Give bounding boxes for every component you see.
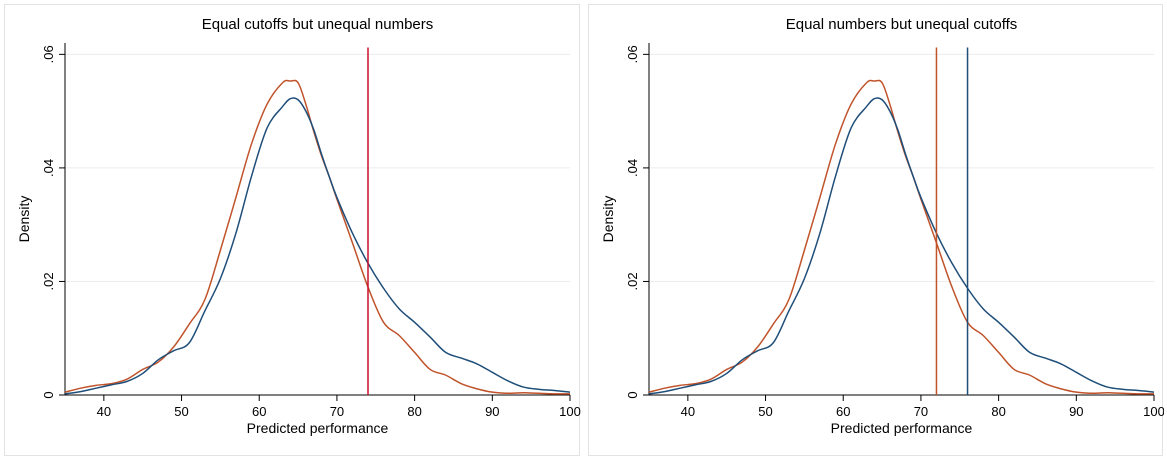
x-tick-label: 40 [97, 404, 111, 419]
density-chart-equal-cutoffs: Equal cutoffs but unequal numbers 0 .02 .04… [16, 16, 581, 436]
x-tick-label: 100 [559, 404, 581, 419]
y-tick-label: .02 [625, 272, 640, 290]
chart-title: Equal cutoffs but unequal numbers [202, 16, 434, 33]
x-tick-label: 80 [991, 404, 1005, 419]
x-tick-label: 50 [174, 404, 188, 419]
chart-panel-equal-numbers: Equal numbers but unequal cutoffs 0 .02 .04… [588, 4, 1164, 456]
x-axis-label: Predicted performance [831, 420, 973, 436]
x-tick-label: 90 [485, 404, 499, 419]
x-tick-label: 60 [252, 404, 266, 419]
x-tick-label: 50 [758, 404, 772, 419]
x-tick-label: 40 [681, 404, 695, 419]
density-series-line-1 [648, 97, 1155, 395]
y-axis-label: Density [16, 196, 32, 243]
y-tick-label: 0 [41, 391, 56, 398]
y-tick-label: .04 [625, 159, 640, 177]
y-tick-label: .06 [41, 45, 56, 63]
x-tick-label: 60 [836, 404, 850, 419]
x-tick-label: 70 [330, 404, 344, 419]
y-tick-label: .06 [625, 45, 640, 63]
x-tick-label: 100 [1143, 404, 1164, 419]
x-tick-label: 70 [914, 404, 928, 419]
y-tick-label: .02 [41, 272, 56, 290]
chart-title: Equal numbers but unequal cutoffs [786, 16, 1018, 33]
y-axis-label: Density [600, 196, 616, 243]
density-series-line-0 [648, 79, 1155, 395]
x-tick-label: 90 [1069, 404, 1083, 419]
y-tick-label: 0 [625, 391, 640, 398]
density-series-line-0 [64, 79, 571, 395]
x-axis-label: Predicted performance [247, 420, 389, 436]
density-series-line-1 [64, 97, 571, 395]
chart-panel-equal-cutoffs: Equal cutoffs but unequal numbers 0 .02 .04… [4, 4, 581, 456]
y-tick-label: .04 [41, 159, 56, 177]
density-chart-equal-numbers: Equal numbers but unequal cutoffs 0 .02 .04… [600, 16, 1164, 436]
x-tick-label: 80 [407, 404, 421, 419]
